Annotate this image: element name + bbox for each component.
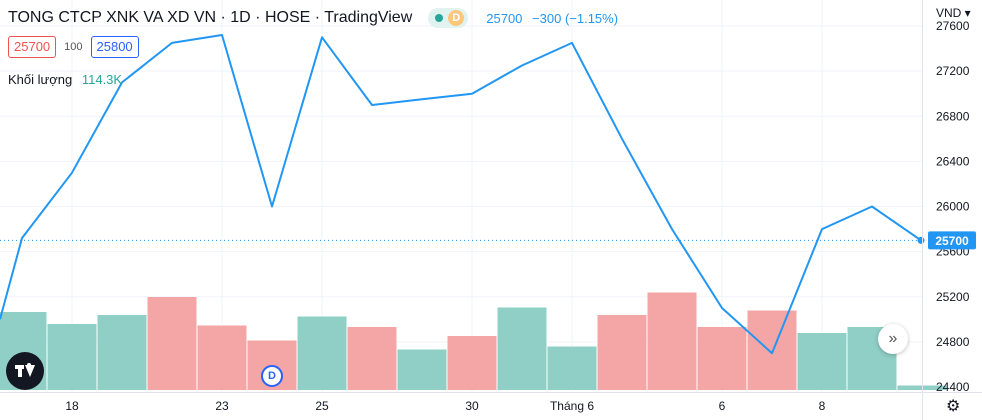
x-tick-label: 6 (719, 399, 726, 413)
last-price-tag-label: 25700 (935, 234, 969, 248)
volume-bar (47, 324, 97, 390)
chart-grid (0, 0, 922, 392)
volume-bar (597, 315, 647, 390)
volume-bar (797, 333, 847, 390)
volume-bar (747, 310, 797, 390)
volume-bar (647, 292, 697, 390)
last-price-tag (928, 231, 976, 250)
last-quote: 25700 −300 (−1.15%) (486, 11, 624, 26)
y-tick-label: 26800 (936, 109, 970, 123)
currency-selector[interactable]: VND ▾ (936, 6, 971, 20)
x-tick-label: 25 (315, 399, 329, 413)
y-tick-label: 24400 (936, 380, 970, 394)
legend-header: TONG CTCP XNK VA XD VN · 1D · HOSE · Tra… (8, 8, 624, 28)
y-tick-label: 24800 (936, 335, 970, 349)
volume-bar (347, 327, 397, 390)
last-price-point (917, 236, 925, 244)
chart-title: TONG CTCP XNK VA XD VN · 1D · HOSE · Tra… (8, 9, 413, 26)
tradingview-logo-icon[interactable] (6, 352, 44, 390)
x-tick-label: 23 (215, 399, 229, 413)
volume-bars (0, 292, 947, 390)
volume-bar (547, 346, 597, 390)
volume-bar (297, 316, 347, 390)
price-series-line (0, 34, 922, 355)
dividend-marker-icon[interactable]: D (261, 365, 283, 387)
volume-bar (97, 315, 147, 390)
x-tick-label: Tháng 6 (550, 399, 594, 413)
x-tick-label: 30 (465, 399, 479, 413)
price-change: −300 (−1.15%) (532, 10, 619, 26)
y-tick-label: 25200 (936, 290, 970, 304)
market-open-icon (435, 14, 444, 22)
x-tick-label: 8 (819, 399, 826, 413)
volume-bar (397, 349, 447, 390)
volume-bar (147, 297, 197, 390)
volume-label: Khối lượng (8, 72, 73, 87)
x-tick-label: 18 (65, 399, 79, 413)
price-boxes: 25700 100 25800 (8, 36, 139, 58)
time-axis[interactable]: 18 23 25 30 Tháng 6 6 8 (0, 392, 982, 414)
price-axis[interactable]: 2440024800252002560026000264002680027200… (922, 0, 977, 420)
last-price: 25700 (486, 10, 523, 26)
sell-price-box[interactable]: 25700 (8, 36, 57, 58)
data-delay-badge: D (448, 10, 465, 26)
y-tick-label: 26000 (936, 200, 970, 214)
volume-bar (197, 325, 247, 390)
price-line (0, 34, 925, 355)
buy-price-box[interactable]: 25800 (90, 36, 139, 58)
y-tick-label: 26400 (936, 154, 970, 168)
y-tick-label: 27200 (936, 64, 970, 78)
volume-legend: Khối lượng 114.3K (8, 72, 122, 87)
market-status[interactable]: D (428, 8, 469, 28)
y-tick-label: 27600 (936, 19, 970, 33)
spread-value: 100 (64, 41, 83, 53)
volume-bar (697, 327, 747, 390)
scroll-to-latest-button[interactable]: » (878, 324, 908, 354)
volume-bar (497, 307, 547, 390)
volume-value: 114.3K (81, 72, 123, 87)
gear-icon[interactable]: ⚙ (946, 398, 961, 415)
volume-bar (447, 336, 497, 390)
